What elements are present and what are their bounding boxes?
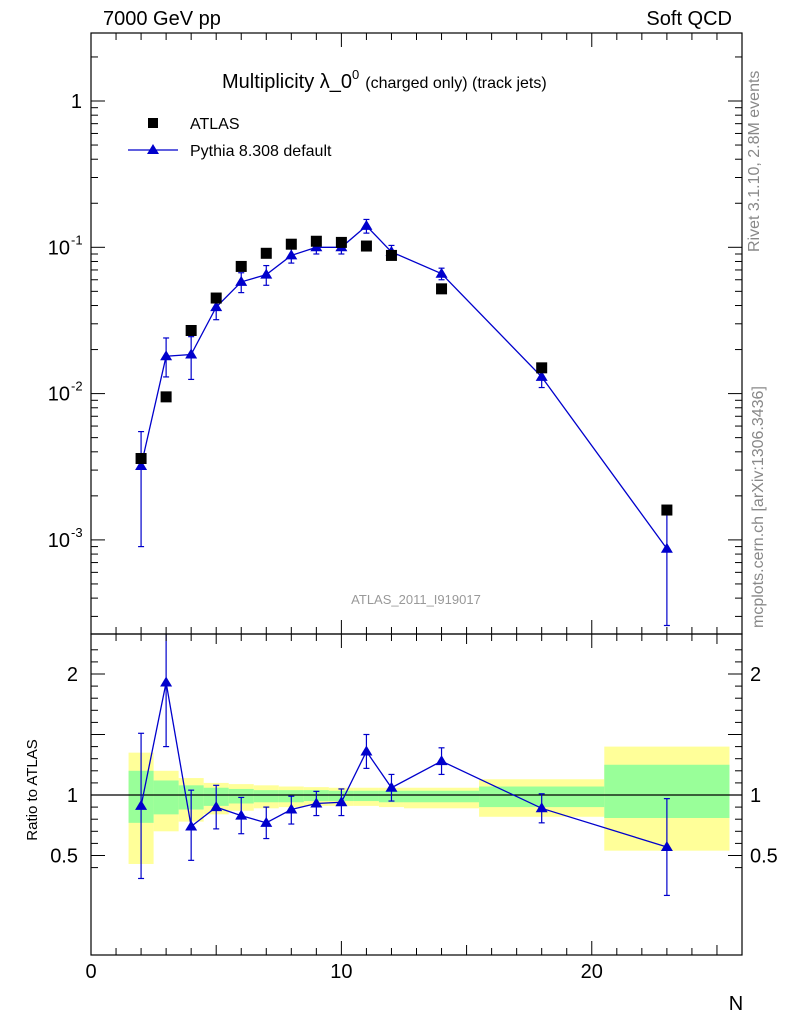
ratio-point xyxy=(185,820,197,830)
ratio-y-tick-label-right: 0.5 xyxy=(750,846,778,868)
y-tick-label: 10 xyxy=(48,237,70,259)
mc-point xyxy=(661,543,673,553)
atlas-point xyxy=(161,391,172,402)
atlas-point xyxy=(361,241,372,252)
ratio-y-tick-label: 0.5 xyxy=(50,846,78,868)
chart-title: Multiplicity λ_00(charged only) (track j… xyxy=(222,67,547,93)
x-tick-label: 0 xyxy=(85,961,96,983)
ratio-y-axis-label: Ratio to ATLAS xyxy=(24,739,41,840)
atlas-point xyxy=(286,239,297,250)
atlas-point xyxy=(436,283,447,294)
y-tick-label: 10 xyxy=(48,530,70,552)
mc-point xyxy=(185,349,197,359)
mc-point xyxy=(260,269,272,279)
atlas-point xyxy=(136,453,147,464)
atlas-point xyxy=(661,505,672,516)
y-tick-label: 1 xyxy=(71,91,82,113)
y-tick-label-exponent: -1 xyxy=(71,232,83,247)
ratio-point xyxy=(160,676,172,686)
ratio-line xyxy=(141,682,667,847)
ratio-point xyxy=(385,782,397,792)
x-axis-label: N xyxy=(729,993,743,1015)
ratio-y-tick-label-right: 2 xyxy=(750,664,761,686)
main-panel-data xyxy=(135,219,673,625)
ratio-y-tick-label: 1 xyxy=(67,785,78,807)
mc-point xyxy=(160,350,172,360)
x-tick-label: 10 xyxy=(330,961,352,983)
ratio-y-tick-label: 2 xyxy=(67,664,78,686)
chart: 10-310-210 -11Multiplicity λ_00(charged o… xyxy=(0,0,786,1024)
atlas-point xyxy=(386,250,397,261)
mc-point xyxy=(360,220,372,230)
uncertainty-band-inner xyxy=(154,780,179,814)
mc-point xyxy=(436,268,448,278)
atlas-point xyxy=(336,237,347,248)
atlas-point xyxy=(311,236,322,247)
legend-atlas-marker xyxy=(148,118,158,128)
y-tick-label: 10 xyxy=(48,384,70,406)
ratio-point xyxy=(436,755,448,765)
uncertainty-band-inner xyxy=(354,791,379,801)
legend-mc-marker xyxy=(147,144,159,154)
legend-atlas-label: ATLAS xyxy=(190,116,240,133)
ratio-y-tick-label-right: 1 xyxy=(750,785,761,807)
atlas-point xyxy=(186,325,197,336)
mc-line xyxy=(141,226,667,549)
ratio-point xyxy=(360,745,372,755)
atlas-point xyxy=(536,362,547,373)
atlas-point xyxy=(261,248,272,259)
x-tick-label: 20 xyxy=(581,961,603,983)
uncertainty-band-inner xyxy=(254,790,279,802)
ratio-panel-data xyxy=(91,610,742,896)
watermark-analysis: ATLAS_2011_I919017 xyxy=(351,592,481,607)
y-tick-label-exponent: -3 xyxy=(71,525,83,540)
legend-mc-label: Pythia 8.308 default xyxy=(190,143,332,160)
atlas-point xyxy=(211,293,222,304)
atlas-point xyxy=(236,261,247,272)
uncertainty-band-inner xyxy=(404,791,479,802)
y-tick-label-exponent: -2 xyxy=(71,379,83,394)
